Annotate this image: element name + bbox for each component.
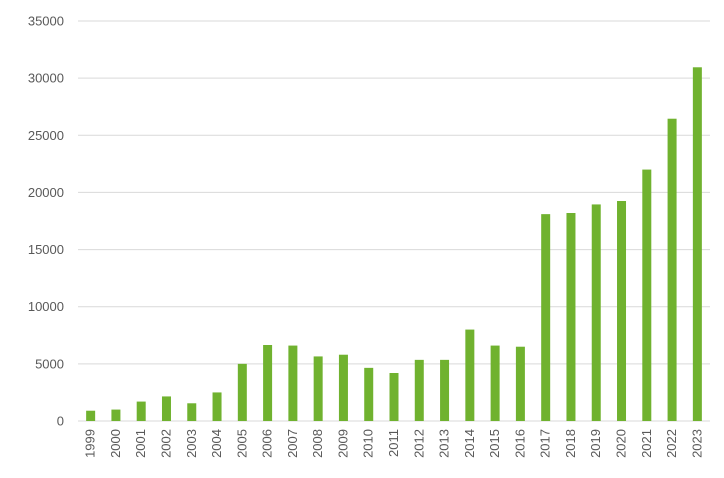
bar-2004 (212, 392, 222, 421)
x-tick-label: 2014 (462, 429, 477, 458)
x-tick-label: 2017 (538, 429, 553, 458)
bar-2014 (465, 329, 475, 421)
x-tick-label: 2001 (133, 429, 148, 458)
x-tick-label: 2010 (361, 429, 376, 458)
y-tick-label: 0 (57, 414, 64, 429)
bar-2017 (541, 214, 551, 421)
bar-2019 (591, 204, 601, 421)
x-tick-label: 2023 (689, 429, 704, 458)
bar-2010 (364, 367, 374, 421)
bar-2003 (187, 403, 197, 421)
x-tick-label: 2015 (487, 429, 502, 458)
x-tick-label: 2011 (386, 429, 401, 457)
x-tick-label: 2007 (285, 429, 300, 458)
bar-2012 (414, 359, 424, 421)
bar-2005 (237, 363, 247, 421)
y-axis: 0 5000 10000 15000 20000 25000 30000 35000 (28, 14, 64, 429)
bar-2007 (288, 345, 298, 421)
bar-2020 (617, 201, 627, 421)
x-tick-label: 2019 (588, 429, 603, 458)
x-tick-label: 2013 (437, 429, 452, 458)
bar-2002 (161, 396, 171, 421)
y-tick-label: 20000 (28, 185, 64, 200)
x-tick-label: 2006 (260, 429, 275, 458)
y-tick-label: 35000 (28, 14, 64, 29)
x-tick-label: 2005 (234, 429, 249, 458)
x-tick-label: 1999 (83, 429, 98, 458)
x-tick-label: 2003 (184, 429, 199, 458)
gridlines (78, 20, 710, 422)
bar-2000 (111, 409, 121, 421)
bar-2023 (692, 67, 702, 422)
bar-2016 (515, 346, 525, 421)
bar-2006 (263, 345, 273, 421)
x-tick-label: 2008 (310, 429, 325, 458)
y-tick-label: 25000 (28, 128, 64, 143)
x-tick-label: 2020 (614, 429, 629, 458)
bar-2013 (440, 359, 450, 421)
x-tick-label: 2016 (512, 429, 527, 458)
bar-2021 (642, 169, 652, 421)
bar-2008 (313, 356, 323, 421)
bars (86, 67, 702, 422)
bar-2018 (566, 213, 576, 421)
x-axis: 1999 2000 2001 2002 2003 2004 2005 2006 2007 2008… (83, 429, 705, 458)
x-tick-label: 2009 (335, 429, 350, 458)
x-tick-label: 2018 (563, 429, 578, 458)
x-tick-label: 2000 (108, 429, 123, 458)
x-tick-label: 2012 (411, 429, 426, 458)
x-tick-label: 2021 (639, 429, 654, 458)
bar-2011 (389, 373, 399, 421)
bar-2015 (490, 345, 500, 421)
y-tick-label: 15000 (28, 242, 64, 257)
y-tick-label: 30000 (28, 71, 64, 86)
bar-2001 (136, 401, 146, 421)
bar-2009 (338, 354, 348, 421)
x-tick-label: 2002 (158, 429, 173, 458)
y-tick-label: 5000 (35, 356, 64, 371)
bar-1999 (86, 410, 96, 421)
x-tick-label: 2022 (664, 429, 679, 458)
y-tick-label: 10000 (28, 299, 64, 314)
bar-2022 (667, 118, 677, 421)
x-tick-label: 2004 (209, 429, 224, 458)
